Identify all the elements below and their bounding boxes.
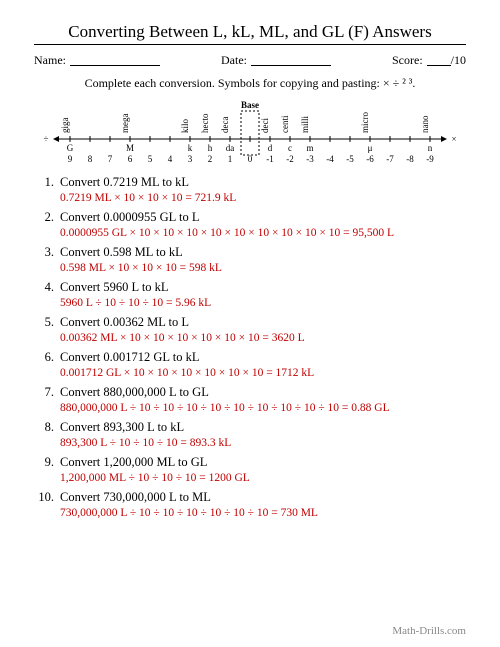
prefix-name: kilo	[180, 118, 190, 133]
worksheet-page: Converting Between L, kL, ML, and GL (F)…	[0, 0, 500, 647]
prefix-letter: μ	[368, 143, 373, 153]
scale-svg: ÷ × Base giga G9 8 7 mega M6 5 4 kilo k3 hecto h2 de…	[34, 99, 466, 167]
problem-row: 8. Convert 893,300 L to kL	[34, 420, 466, 435]
base-box	[241, 111, 259, 155]
prefix-letter: k	[188, 143, 193, 153]
prefix-power: -7	[386, 154, 394, 164]
problem-answer: 730,000,000 L ÷ 10 ÷ 10 ÷ 10 ÷ 10 ÷ 10 ÷…	[60, 507, 466, 519]
prefix-power: -2	[286, 154, 294, 164]
problem-row: 5. Convert 0.00362 ML to L	[34, 315, 466, 330]
prefix-power: -8	[406, 154, 414, 164]
prefix-power: 5	[148, 154, 153, 164]
prefix-name: milli	[300, 115, 310, 133]
problem-number: 4.	[34, 280, 54, 295]
prefix-power: 1	[228, 154, 233, 164]
instructions: Complete each conversion. Symbols for co…	[34, 76, 466, 91]
prefix-power: 0	[248, 154, 253, 164]
prefix-power: 6	[128, 154, 133, 164]
prefix-power: -1	[266, 154, 274, 164]
footer-credit: Math-Drills.com	[392, 625, 466, 637]
prefix-name: giga	[60, 117, 70, 133]
prefix-power: -3	[306, 154, 314, 164]
prefix-name: deci	[260, 118, 270, 133]
meta-row: Name: Date: Score: /10	[34, 53, 466, 68]
prefix-name: nano	[420, 115, 430, 133]
prefix-name: hecto	[200, 113, 210, 133]
name-blank[interactable]	[70, 53, 160, 66]
problem-question: Convert 880,000,000 L to GL	[60, 385, 466, 400]
prefix-letter: M	[126, 143, 134, 153]
problem-question: Convert 893,300 L to kL	[60, 420, 466, 435]
problem-answer: 0.00362 ML × 10 × 10 × 10 × 10 × 10 × 10…	[60, 332, 466, 344]
problem-answer: 880,000,000 L ÷ 10 ÷ 10 ÷ 10 ÷ 10 ÷ 10 ÷…	[60, 402, 466, 414]
problem-number: 7.	[34, 385, 54, 400]
problem-answer: 0.7219 ML × 10 × 10 × 10 = 721.9 kL	[60, 192, 466, 204]
problem-answer: 0.598 ML × 10 × 10 × 10 = 598 kL	[60, 262, 466, 274]
problem-number: 8.	[34, 420, 54, 435]
problem-row: 6. Convert 0.001712 GL to kL	[34, 350, 466, 365]
problem-number: 2.	[34, 210, 54, 225]
divide-symbol: ÷	[44, 134, 49, 144]
problem-row: 1. Convert 0.7219 ML to kL	[34, 175, 466, 190]
base-label: Base	[241, 100, 259, 110]
problem-number: 10.	[34, 490, 54, 505]
problem-question: Convert 0.00362 ML to L	[60, 315, 466, 330]
score-suffix: /10	[451, 53, 466, 68]
problem-row: 3. Convert 0.598 ML to kL	[34, 245, 466, 260]
problem-question: Convert 0.598 ML to kL	[60, 245, 466, 260]
prefix-letter: n	[428, 143, 433, 153]
prefix-power: 2	[208, 154, 213, 164]
prefix-letter: c	[288, 143, 292, 153]
prefix-power: 3	[188, 154, 193, 164]
problem-number: 5.	[34, 315, 54, 330]
problem-row: 2. Convert 0.0000955 GL to L	[34, 210, 466, 225]
prefix-letter: h	[208, 143, 213, 153]
prefix-name: deca	[220, 117, 230, 133]
prefix-letter: d	[268, 143, 273, 153]
title-rule	[34, 44, 466, 45]
problem-question: Convert 0.7219 ML to kL	[60, 175, 466, 190]
prefix-power: 7	[108, 154, 113, 164]
problem-number: 3.	[34, 245, 54, 260]
problem-answer: 5960 L ÷ 10 ÷ 10 ÷ 10 = 5.96 kL	[60, 297, 466, 309]
score-label: Score:	[392, 53, 423, 68]
prefix-power: 8	[88, 154, 93, 164]
prefix-power: -9	[426, 154, 434, 164]
problem-row: 4. Convert 5960 L to kL	[34, 280, 466, 295]
problem-number: 9.	[34, 455, 54, 470]
problem-row: 7. Convert 880,000,000 L to GL	[34, 385, 466, 400]
name-label: Name:	[34, 53, 66, 68]
prefix-letter: G	[67, 143, 74, 153]
prefix-name: centi	[280, 115, 290, 133]
page-title: Converting Between L, kL, ML, and GL (F)…	[34, 22, 466, 42]
problem-row: 10. Convert 730,000,000 L to ML	[34, 490, 466, 505]
problem-question: Convert 0.0000955 GL to L	[60, 210, 466, 225]
problem-row: 9. Convert 1,200,000 ML to GL	[34, 455, 466, 470]
problem-number: 6.	[34, 350, 54, 365]
problem-answer: 893,300 L ÷ 10 ÷ 10 ÷ 10 = 893.3 kL	[60, 437, 466, 449]
prefix-power: -5	[346, 154, 354, 164]
problem-question: Convert 5960 L to kL	[60, 280, 466, 295]
date-label: Date:	[221, 53, 247, 68]
problem-question: Convert 0.001712 GL to kL	[60, 350, 466, 365]
date-blank[interactable]	[251, 53, 331, 66]
problem-answer: 0.001712 GL × 10 × 10 × 10 × 10 × 10 × 1…	[60, 367, 466, 379]
problem-answer: 1,200,000 ML ÷ 10 ÷ 10 ÷ 10 = 1200 GL	[60, 472, 466, 484]
problem-number: 1.	[34, 175, 54, 190]
problem-answer: 0.0000955 GL × 10 × 10 × 10 × 10 × 10 × …	[60, 227, 466, 239]
prefix-name: mega	[120, 114, 130, 134]
problem-question: Convert 1,200,000 ML to GL	[60, 455, 466, 470]
prefix-scale: ÷ × Base giga G9 8 7 mega M6 5 4 kilo k3 hecto h2 de…	[34, 99, 466, 167]
prefix-letter: da	[226, 143, 235, 153]
score-blank[interactable]	[427, 53, 451, 66]
prefix-power: -4	[326, 154, 334, 164]
problems-list: 1. Convert 0.7219 ML to kL 0.7219 ML × 10 …	[34, 175, 466, 519]
prefix-power: 9	[68, 154, 73, 164]
multiply-symbol: ×	[451, 134, 456, 144]
prefix-power: -6	[366, 154, 374, 164]
prefix-letter: m	[306, 143, 313, 153]
problem-question: Convert 730,000,000 L to ML	[60, 490, 466, 505]
prefix-name: micro	[360, 112, 370, 133]
prefix-power: 4	[168, 154, 173, 164]
